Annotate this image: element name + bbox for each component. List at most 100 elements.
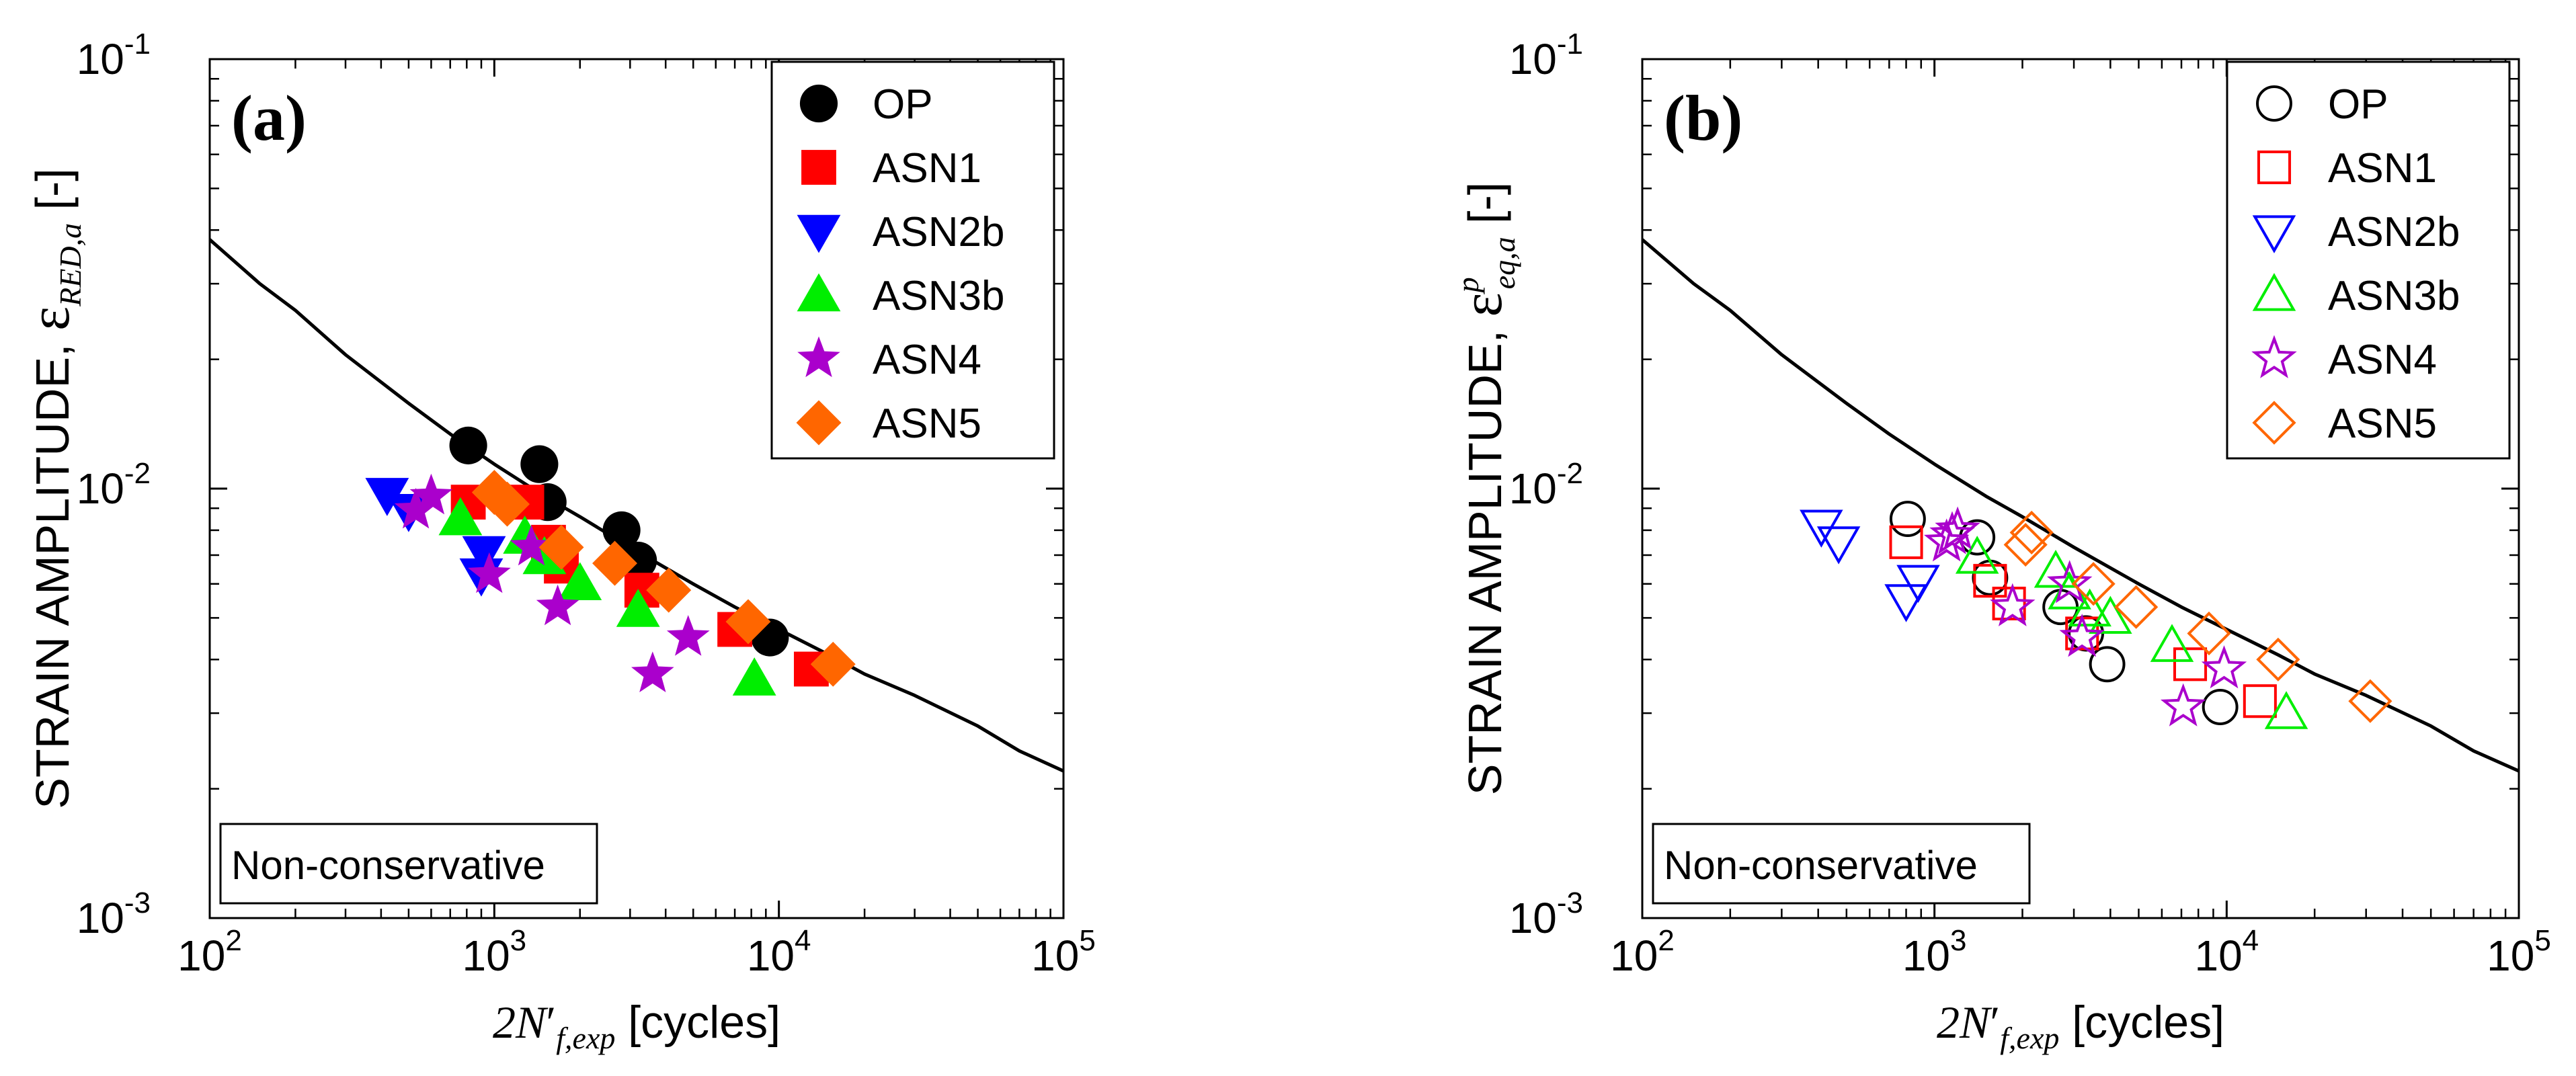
panel-a-point-asn5: [725, 599, 771, 645]
panel-a-point-asn4: [631, 651, 674, 692]
panel-b-legend-marker-asn5: [2252, 401, 2296, 445]
panel-b-legend-marker-asn1: [2257, 150, 2292, 185]
panel-b-annotation-box: [1652, 823, 2031, 905]
panel-a-legend-marker-op: [799, 84, 838, 123]
panel-a-x-tick-label: 104: [747, 924, 811, 980]
panel-a-legend-marker-asn2b: [797, 214, 841, 253]
panel-a-legend-label-asn4: ASN4: [873, 337, 981, 383]
panel-a-legend-label-asn3b: ASN3b: [873, 273, 1004, 319]
panel-b-point-asn1: [1889, 525, 1923, 559]
panel-b-point-asn3b: [2034, 550, 2078, 588]
panel-b-panel-label: (b): [1664, 82, 1742, 154]
chart-panel-b: 102 103 104 105 10-3 10-2 10-1 2N′f,exp [cycles…: [1449, 28, 2551, 1055]
panel-a-x-axis-title: 2N′f,exp [cycles]: [493, 997, 780, 1055]
panel-b-x-tick-label: 102: [1610, 924, 1675, 980]
panel-b-point-op: [2089, 646, 2126, 683]
panel-b-point-asn3b: [1955, 536, 1999, 574]
panel-a-point-asn5: [592, 540, 637, 586]
panel-b-series-asn2b: [1800, 509, 1940, 622]
panel-b-point-asn1: [2243, 684, 2277, 718]
panel-a-legend-label-asn2b: ASN2b: [873, 209, 1004, 255]
panel-a-y-tick-label: 10-1: [77, 28, 151, 83]
panel-a-point-asn4: [468, 552, 511, 593]
panel-a-point-asn2b: [462, 536, 506, 575]
panel-a-x-tick-label: 103: [462, 924, 526, 980]
panel-a-x-tick-label: 105: [1031, 924, 1096, 980]
panel-b-y-tick-label: 10-3: [1509, 886, 1583, 942]
panel-b-legend-marker-asn2b: [2252, 215, 2296, 253]
panel-b-legend-label-asn3b: ASN3b: [2328, 273, 2460, 319]
panel-a-legend-label-op: OP: [873, 81, 933, 128]
panel-a-point-op: [520, 445, 559, 483]
panel-b-point-op: [1889, 501, 1926, 538]
panel-b-series-asn3b: [1955, 536, 2308, 729]
panel-a-point-asn4: [666, 615, 710, 656]
panel-a-point-asn4: [394, 487, 438, 529]
panel-b-point-asn4: [1990, 583, 2036, 626]
panel-a-point-asn5: [471, 470, 517, 515]
panel-b-point-asn5: [2003, 522, 2048, 567]
panel-a-point-asn3b: [438, 497, 483, 536]
panel-b-point-asn3b: [2264, 691, 2308, 729]
panel-b-point-asn2b: [1896, 565, 1940, 604]
panel-b-point-asn4: [2059, 614, 2105, 657]
chart-panel-a: 102 103 104 105 10-3 10-2 10-1 2N′f,exp [cycles…: [17, 28, 1096, 1055]
panel-a-x-tick-label: 102: [177, 924, 242, 980]
panel-b-model-curve: [1641, 238, 2520, 773]
panel-a-legend: OP ASN1 ASN2b ASN3b ASN4 ASN5: [770, 60, 1055, 460]
panel-a-legend-marker-asn5: [796, 400, 842, 446]
panel-a-point-asn4: [409, 473, 453, 515]
panel-b-legend-label-asn4: ASN4: [2328, 337, 2437, 383]
panel-a-point-asn5: [646, 567, 692, 613]
panel-a-point-asn3b: [732, 657, 776, 696]
panel-b-series-asn4: [1923, 506, 2247, 727]
panel-a-point-asn5: [810, 641, 856, 687]
panel-b-x-tick-label: 105: [2487, 924, 2551, 980]
panel-a-y-axis-title: STRAIN AMPLITUDE, εRED,a [-]: [17, 168, 87, 809]
panel-a-legend-marker-asn1: [801, 150, 836, 185]
panel-b-y-tick-label: 10-2: [1509, 457, 1583, 513]
panel-a-point-asn3b: [616, 589, 660, 627]
panel-b-x-tick-label: 104: [2194, 924, 2259, 980]
panel-a-legend-marker-asn4: [797, 336, 840, 378]
panel-b-legend-label-asn1: ASN1: [2328, 145, 2437, 192]
panel-a-point-asn3b: [558, 562, 602, 601]
panel-a-legend-box: [770, 60, 1055, 460]
panel-a-annotation-box: [219, 823, 598, 905]
panel-a-legend-label-asn5: ASN5: [873, 401, 981, 447]
panel-a-series-asn5: [471, 470, 856, 687]
panel-b-point-asn1: [2173, 647, 2208, 681]
panel-a-point-asn4: [536, 584, 579, 626]
panel-b-point-asn1: [1973, 564, 2007, 598]
panel-a-annotation-text: Non-conservative: [231, 843, 545, 888]
panel-a-point-op: [449, 426, 487, 464]
panel-a-legend-label-asn1: ASN1: [873, 145, 981, 192]
panel-b-legend-box: [2226, 60, 2511, 460]
panel-b-point-asn2b: [1816, 526, 1861, 565]
panel-a-annotation: Non-conservative: [219, 823, 598, 905]
panel-a-point-asn2b: [365, 478, 409, 516]
panel-b-legend-label-asn2b: ASN2b: [2328, 209, 2460, 255]
panel-a-y-tick-label: 10-3: [77, 886, 151, 942]
panel-b-legend-marker-asn3b: [2252, 273, 2296, 311]
panel-b-point-asn5: [2348, 679, 2392, 723]
panel-a-panel-label: (a): [231, 82, 307, 154]
panel-b-point-asn5: [2071, 562, 2116, 606]
panel-a-point-op: [602, 511, 641, 550]
panel-a-point-asn5: [485, 481, 530, 527]
panel-b-point-asn3b: [2089, 595, 2132, 634]
panel-b-point-asn5: [2256, 637, 2300, 681]
panel-b-legend-marker-op: [2256, 85, 2292, 122]
panel-b-point-asn5: [2114, 585, 2159, 629]
panel-b-point-asn3b: [2068, 588, 2111, 627]
panel-a-series-asn4: [394, 473, 710, 692]
panel-b-point-asn2b: [1884, 584, 1928, 622]
panel-b-point-asn3b: [2150, 624, 2194, 662]
panel-b-x-axis-title: 2N′f,exp [cycles]: [1937, 997, 2224, 1055]
panel-a-point-asn5: [538, 524, 584, 570]
panel-a-y-tick-label: 10-2: [77, 457, 151, 513]
panel-b-point-asn4: [2160, 683, 2206, 727]
panel-b-point-asn4: [2046, 560, 2093, 604]
panel-b-x-tick-label: 103: [1902, 924, 1967, 980]
